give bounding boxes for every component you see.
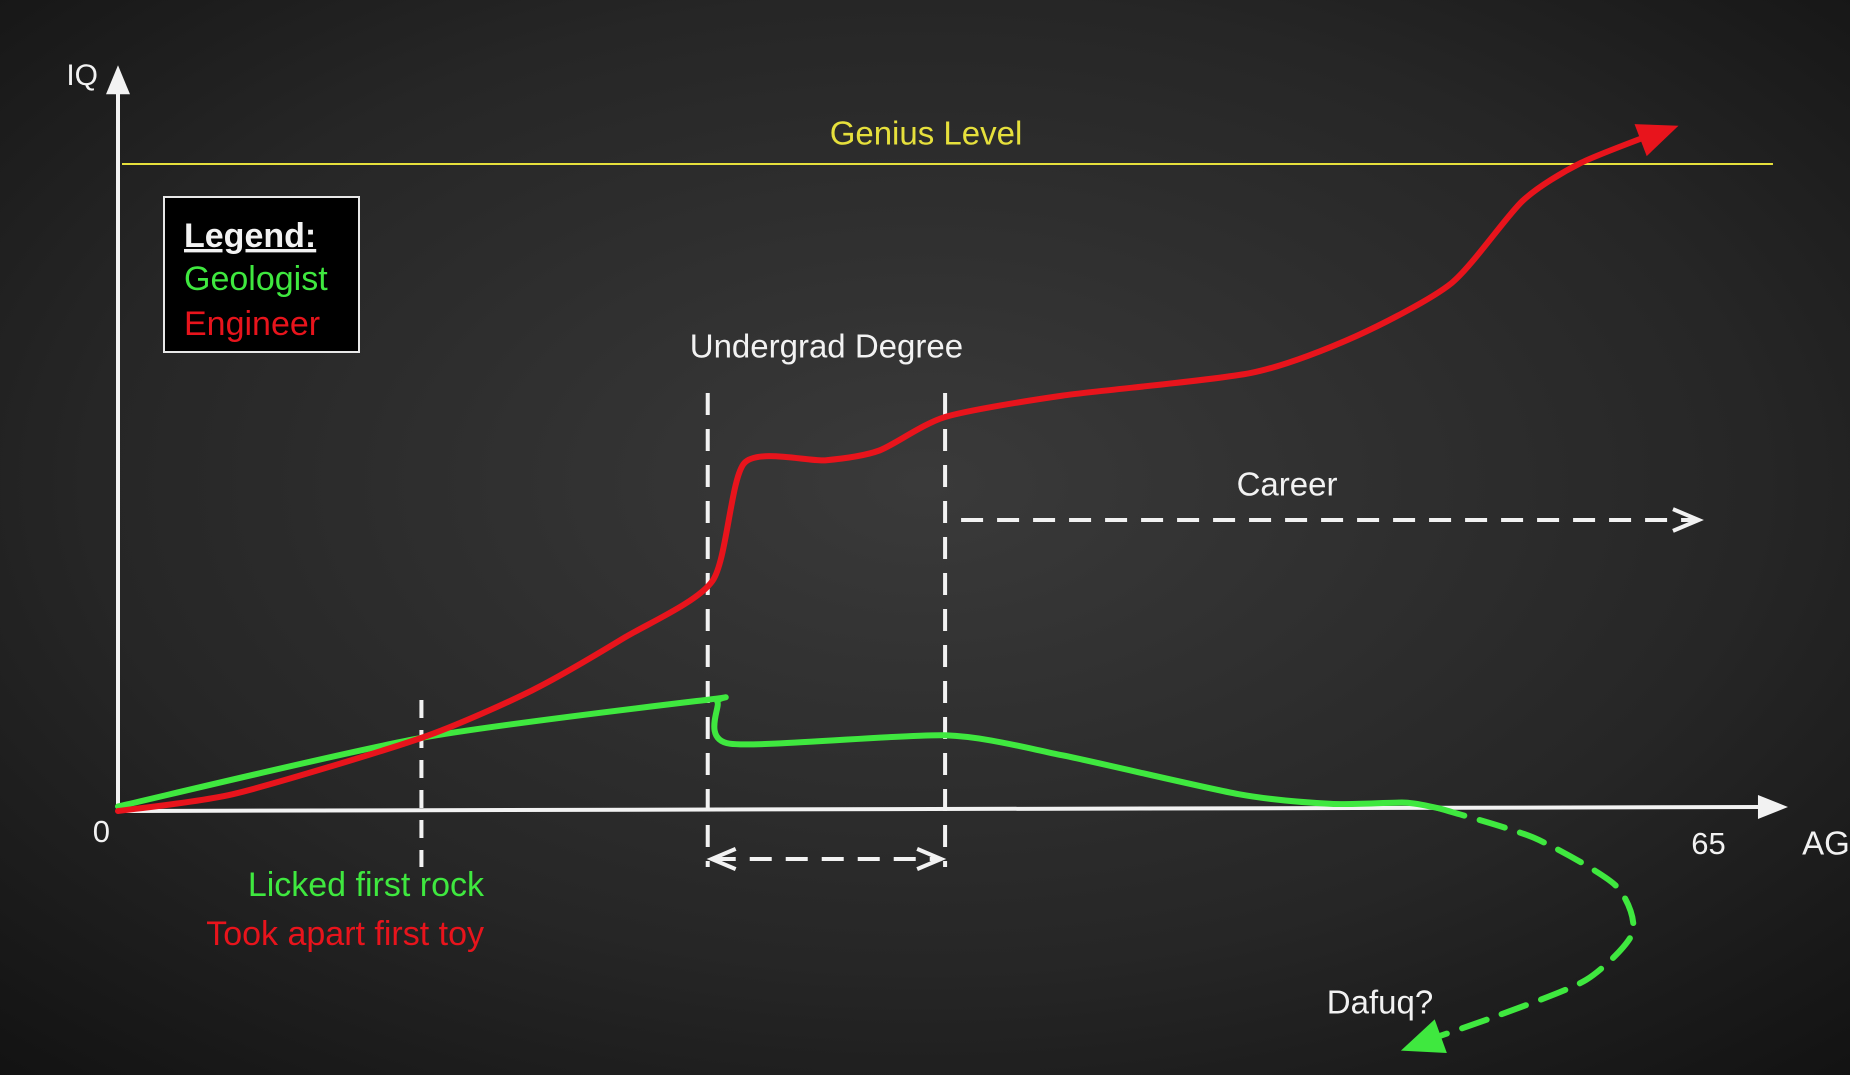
dafuq-path: [1411, 805, 1637, 1048]
plot: IQ AGE 0 65 Genius Level Licked first rock Too…: [66, 59, 1850, 1054]
event-label: Licked first rock: [248, 866, 485, 904]
undergrad-label: Undergrad Degree: [690, 328, 963, 365]
x-tick-label: 0: [93, 814, 110, 849]
legend-entry: Engineer: [184, 305, 320, 343]
series-arrow: [1634, 124, 1679, 157]
event-label: Took apart first toy: [206, 915, 484, 953]
x-axis: [115, 805, 1762, 813]
x-axis-label: AGE: [1802, 825, 1850, 862]
legend-entry: Geologist: [184, 260, 328, 298]
dafuq-arrow: [1400, 1019, 1447, 1054]
legend-title: Legend:: [184, 217, 316, 255]
legend-box: [163, 196, 360, 353]
legend: Legend: Geologist Engineer: [163, 196, 360, 353]
series-line: [115, 694, 1443, 812]
x-tick-label: 65: [1691, 826, 1725, 861]
degree-arrow: [706, 847, 737, 871]
dafuq-label: Dafuq?: [1327, 984, 1433, 1021]
x-axis-arrow: [1757, 795, 1788, 819]
series-line: [115, 126, 1668, 814]
degree-arrow: [916, 847, 947, 871]
genius-level-label: Genius Level: [830, 115, 1023, 152]
y-axis-arrow: [106, 65, 130, 95]
y-axis-label: IQ: [66, 59, 98, 92]
career-label: Career: [1237, 466, 1338, 503]
career-arrow: [1672, 507, 1704, 533]
